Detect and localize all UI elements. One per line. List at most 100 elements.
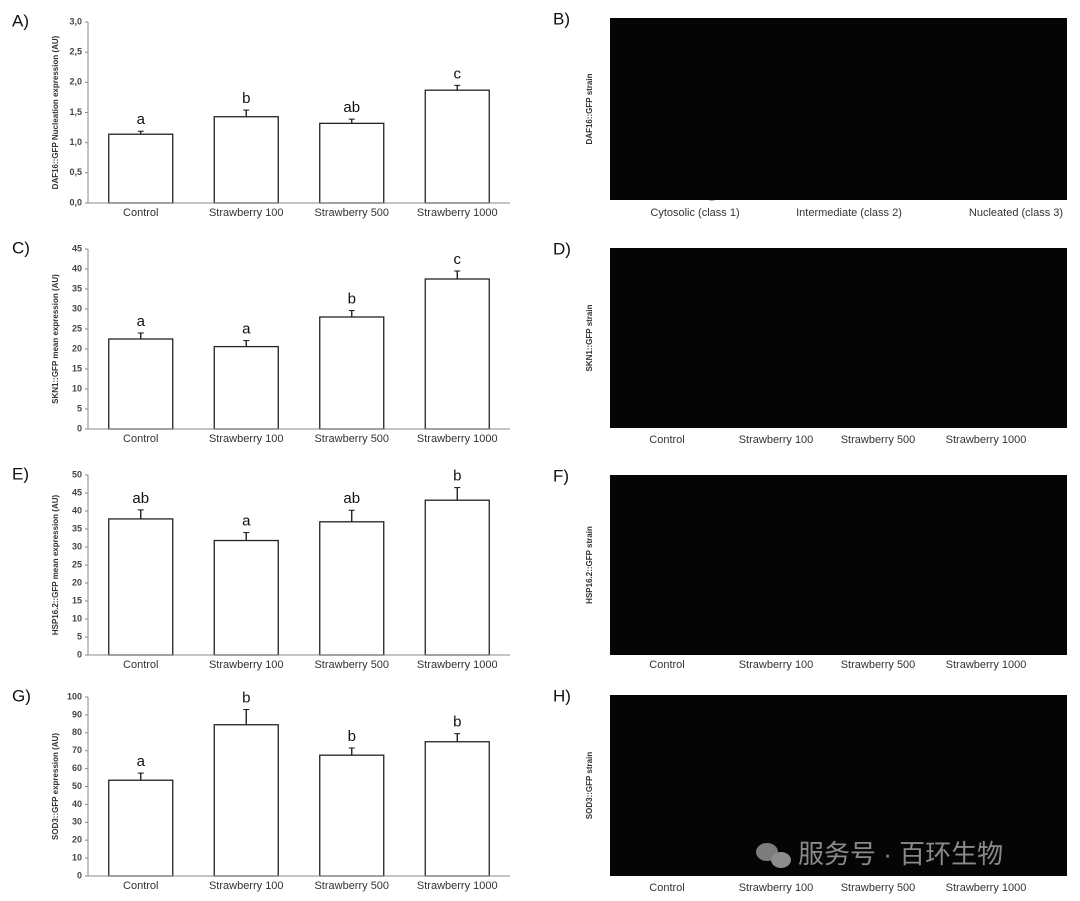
micrograph-caption: Strawberry 500 bbox=[841, 882, 916, 894]
y-tick-label: 40 bbox=[72, 799, 82, 809]
significance-letter: a bbox=[242, 321, 251, 338]
x-tick-label: Strawberry 1000 bbox=[417, 659, 498, 671]
x-tick-label: Strawberry 500 bbox=[314, 880, 389, 892]
bar bbox=[319, 122, 385, 204]
y-tick-label: 10 bbox=[72, 852, 82, 862]
bar bbox=[213, 724, 279, 877]
micrograph-background bbox=[610, 18, 1067, 200]
y-tick-label: 0 bbox=[77, 870, 82, 880]
significance-letter: a bbox=[137, 753, 146, 770]
y-tick-label: 5 bbox=[77, 403, 82, 413]
y-tick-label: 70 bbox=[72, 745, 82, 755]
y-tick-label: 0,5 bbox=[69, 167, 82, 177]
micrograph-caption: Control bbox=[649, 659, 684, 671]
y-tick-label: 35 bbox=[72, 283, 82, 293]
bar bbox=[424, 741, 490, 877]
micrograph-caption: Strawberry 1000 bbox=[946, 434, 1027, 446]
x-tick-label: Strawberry 100 bbox=[209, 207, 284, 219]
micrograph-caption: Control bbox=[649, 434, 684, 446]
panel-label: C) bbox=[12, 238, 30, 257]
micrograph-caption: Control bbox=[649, 882, 684, 894]
significance-letter: ab bbox=[343, 99, 360, 116]
x-tick-label: Strawberry 1000 bbox=[417, 207, 498, 219]
bar bbox=[213, 539, 279, 656]
micrograph-y-label: SOD3::GFP strain bbox=[585, 752, 594, 820]
y-tick-label: 10 bbox=[72, 383, 82, 393]
y-tick-label: 15 bbox=[72, 595, 82, 605]
x-tick-label: Control bbox=[123, 433, 158, 445]
x-tick-label: Strawberry 100 bbox=[209, 880, 284, 892]
significance-letter: b bbox=[242, 90, 250, 107]
micrograph-caption: Strawberry 500 bbox=[841, 434, 916, 446]
x-tick-label: Strawberry 100 bbox=[209, 659, 284, 671]
y-tick-label: 30 bbox=[72, 541, 82, 551]
y-tick-label: 15 bbox=[72, 363, 82, 373]
panel-label: E) bbox=[12, 464, 29, 483]
panel-label: F) bbox=[553, 466, 569, 485]
y-tick-label: 30 bbox=[72, 817, 82, 827]
watermark-icon bbox=[756, 843, 791, 868]
y-tick-label: 1,0 bbox=[69, 137, 82, 147]
bar bbox=[108, 338, 174, 430]
y-tick-label: 50 bbox=[72, 781, 82, 791]
significance-letter: ab bbox=[343, 490, 360, 507]
bar bbox=[108, 518, 174, 656]
y-tick-label: 20 bbox=[72, 835, 82, 845]
micrograph-caption: Nucleated (class 3) bbox=[969, 207, 1063, 219]
y-tick-label: 2,0 bbox=[69, 77, 82, 87]
watermark: 服务号 · 百环生物 bbox=[798, 839, 1003, 869]
micrograph-background bbox=[610, 695, 1067, 876]
significance-letter: c bbox=[454, 65, 462, 82]
panel-label: D) bbox=[553, 239, 571, 258]
y-tick-label: 3,0 bbox=[69, 16, 82, 26]
panel-label: A) bbox=[12, 11, 29, 30]
bar bbox=[108, 779, 174, 877]
micrograph-background bbox=[610, 248, 1067, 428]
micrograph-caption: Intermediate (class 2) bbox=[796, 207, 902, 219]
bar bbox=[213, 116, 279, 204]
y-tick-label: 35 bbox=[72, 523, 82, 533]
y-tick-label: 40 bbox=[72, 505, 82, 515]
significance-letter: a bbox=[137, 111, 146, 128]
y-tick-label: 0 bbox=[77, 649, 82, 659]
y-tick-label: 80 bbox=[72, 727, 82, 737]
y-tick-label: 40 bbox=[72, 263, 82, 273]
y-tick-label: 1,5 bbox=[69, 107, 82, 117]
y-axis-label: SKN1::GFP mean expression (AU) bbox=[51, 274, 60, 404]
significance-letter: a bbox=[137, 313, 146, 330]
x-tick-label: Strawberry 500 bbox=[314, 433, 389, 445]
bar bbox=[319, 754, 385, 877]
bar bbox=[424, 499, 490, 656]
significance-letter: c bbox=[454, 251, 462, 268]
x-tick-label: Strawberry 1000 bbox=[417, 880, 498, 892]
y-tick-label: 30 bbox=[72, 303, 82, 313]
y-tick-label: 50 bbox=[72, 469, 82, 479]
y-axis-label: SOD3::GFP expression (AU) bbox=[51, 733, 60, 840]
y-tick-label: 60 bbox=[72, 763, 82, 773]
bar bbox=[424, 89, 490, 204]
y-tick-label: 45 bbox=[72, 243, 82, 253]
bar bbox=[319, 316, 385, 430]
x-tick-label: Strawberry 100 bbox=[209, 433, 284, 445]
significance-letter: a bbox=[242, 513, 251, 530]
y-tick-label: 0 bbox=[77, 423, 82, 433]
significance-letter: b bbox=[453, 468, 461, 485]
micrograph-caption: Strawberry 1000 bbox=[946, 659, 1027, 671]
y-tick-label: 45 bbox=[72, 487, 82, 497]
micrograph-y-label: HSP16.2::GFP strain bbox=[585, 526, 594, 604]
y-tick-label: 10 bbox=[72, 613, 82, 623]
panel-label: G) bbox=[12, 686, 31, 705]
significance-letter: b bbox=[453, 714, 461, 731]
y-tick-label: 5 bbox=[77, 631, 82, 641]
y-tick-label: 100 bbox=[67, 691, 82, 701]
x-tick-label: Control bbox=[123, 659, 158, 671]
y-tick-label: 20 bbox=[72, 343, 82, 353]
micrograph-caption: Strawberry 100 bbox=[739, 434, 814, 446]
y-tick-label: 2,5 bbox=[69, 47, 82, 57]
x-tick-label: Strawberry 1000 bbox=[417, 433, 498, 445]
micrograph-background bbox=[610, 475, 1067, 655]
y-axis-label: HSP16.2::GFP mean expression (AU) bbox=[51, 494, 60, 635]
y-axis-label: DAF16::GFP Nucleation expression (AU) bbox=[51, 35, 60, 189]
micrograph-y-label: DAF16::GFP strain bbox=[585, 73, 594, 144]
x-tick-label: Control bbox=[123, 207, 158, 219]
